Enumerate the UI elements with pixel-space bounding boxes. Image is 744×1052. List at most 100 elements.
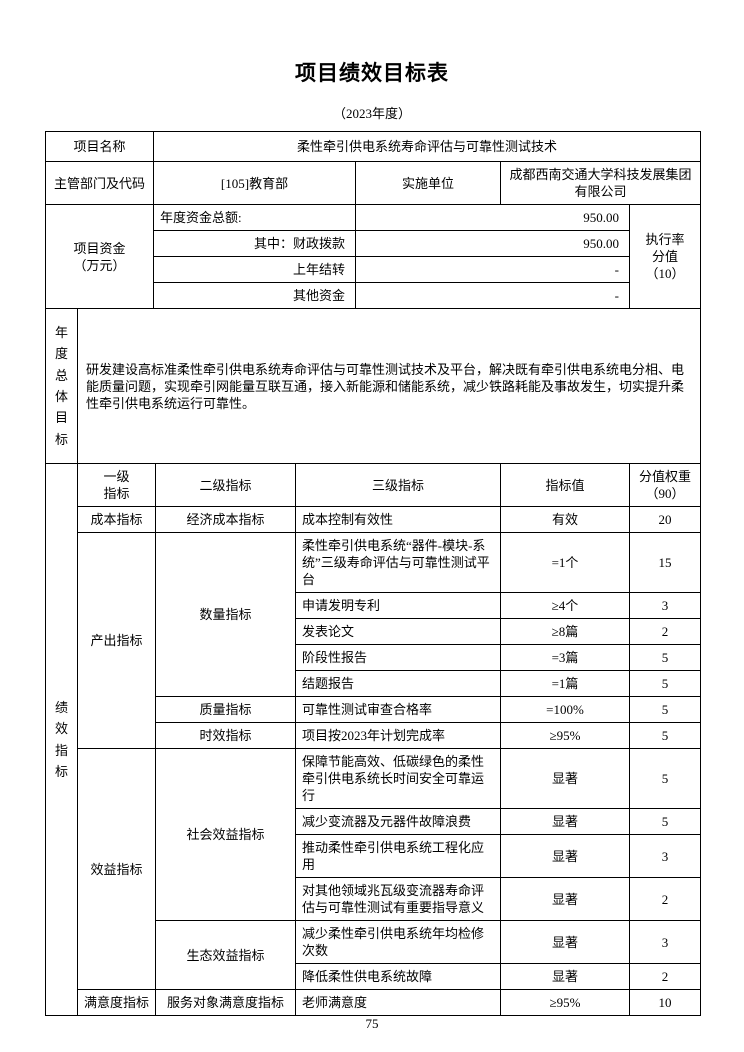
weight-cell: 2 — [629, 618, 701, 645]
funding-other-label: 其他资金 — [153, 282, 356, 309]
table-row: 生态效益指标 减少柔性牵引供电系统年均检修次数 显著 3 — [46, 920, 701, 990]
annual-goal-section-label: 年度总体目标 — [45, 308, 78, 464]
level2-quality: 质量指标 — [155, 696, 296, 723]
funding-carryover-label: 上年结转 — [153, 256, 356, 283]
table-row: 产出指标 数量指标 柔性牵引供电系统“器件-模块-系统”三级寿命评估与可靠性测试… — [46, 532, 701, 749]
page-number: 75 — [365, 1016, 379, 1031]
weight-cell: 2 — [629, 877, 701, 921]
header-level2: 二级指标 — [155, 463, 296, 507]
table-row: 申请发明专利 ≥4个 3 — [46, 592, 701, 619]
impl-unit-label: 实施单位 — [355, 161, 501, 205]
weight-cell: 3 — [629, 920, 701, 964]
indicators-table: 绩效指标 一级 指标 二级指标 三级指标 指标值 分值权重 （90） 成本指标 … — [45, 463, 701, 1016]
table-row: 满意度指标 服务对象满意度指标 老师满意度 ≥95% 10 — [46, 989, 701, 1016]
weight-cell: 2 — [629, 963, 701, 990]
level3-cell: 减少变流器及元器件故障浪费 — [295, 808, 501, 835]
level3-cell: 保障节能高效、低碳绿色的柔性牵引供电系统长时间安全可靠运行 — [295, 748, 501, 809]
header-weight: 分值权重 （90） — [629, 463, 701, 507]
value-cell: =1个 — [500, 532, 630, 593]
level3-cell: 柔性牵引供电系统“器件-模块-系统”三级寿命评估与可靠性测试平台 — [295, 532, 501, 593]
level3-cell: 结题报告 — [295, 670, 501, 697]
table-row: 减少变流器及元器件故障浪费 显著 5 — [46, 808, 701, 835]
indicators-section-label: 绩效指标 — [45, 463, 78, 1016]
level3-cell: 对其他领域兆瓦级变流器寿命评估与可靠性测试有重要指导意义 — [295, 877, 501, 921]
dept-code-label: 主管部门及代码 — [45, 161, 154, 205]
level1-satisfaction: 满意度指标 — [77, 989, 156, 1016]
project-info-table: 项目名称 柔性牵引供电系统寿命评估与可靠性测试技术 主管部门及代码 [105]教… — [45, 131, 702, 205]
page-title: 项目绩效目标表 — [295, 61, 449, 85]
header-level1: 一级 指标 — [77, 463, 156, 507]
value-cell: ≥4个 — [500, 592, 630, 619]
level3-cell: 申请发明专利 — [295, 592, 501, 619]
funding-other-value: - — [355, 282, 630, 309]
level3-cell: 老师满意度 — [295, 989, 501, 1016]
funding-total-value: 950.00 — [355, 204, 630, 231]
table-row: 时效指标 项目按2023年计划完成率 ≥95% 5 — [46, 722, 701, 749]
table-row: 效益指标 社会效益指标 保障节能高效、低碳绿色的柔性牵引供电系统长时间安全可靠运… — [46, 748, 701, 990]
table-row: 阶段性报告 =3篇 5 — [46, 644, 701, 671]
annual-goal-vertical-text: 年度总体目标 — [54, 324, 68, 447]
table-row: 结题报告 =1篇 5 — [46, 670, 701, 697]
level2-timeliness: 时效指标 — [155, 722, 296, 749]
level3-cell: 减少柔性牵引供电系统年均检修次数 — [295, 920, 501, 964]
funding-section-label: 项目资金 （万元） — [45, 204, 154, 309]
weight-cell: 5 — [629, 644, 701, 671]
annual-goal-table: 年度总体目标 研发建设高标准柔性牵引供电系统寿命评估与可靠性测试技术及平台，解决… — [45, 308, 701, 464]
value-cell: 显著 — [500, 834, 630, 878]
value-cell: =1篇 — [500, 670, 630, 697]
level3-cell: 阶段性报告 — [295, 644, 501, 671]
value-cell: ≥95% — [500, 989, 630, 1016]
level3-cell: 降低柔性供电系统故障 — [295, 963, 501, 990]
weight-cell: 5 — [629, 808, 701, 835]
indicators-vertical-text: 绩效指标 — [54, 699, 68, 779]
project-name-label: 项目名称 — [45, 131, 154, 162]
value-cell: =100% — [500, 696, 630, 723]
level1-output: 产出指标 — [77, 532, 156, 749]
level3-cell: 推动柔性牵引供电系统工程化应用 — [295, 834, 501, 878]
value-cell: 有效 — [500, 506, 630, 533]
weight-cell: 3 — [629, 592, 701, 619]
performance-target-form: 项目名称 柔性牵引供电系统寿命评估与可靠性测试技术 主管部门及代码 [105]教… — [45, 131, 702, 1016]
level3-cell: 项目按2023年计划完成率 — [295, 722, 501, 749]
table-row: 成本指标 经济成本指标 成本控制有效性 有效 20 — [46, 506, 701, 533]
header-level3: 三级指标 — [295, 463, 501, 507]
page-subtitle: （2023年度） — [332, 106, 411, 121]
weight-cell: 15 — [629, 532, 701, 593]
level1-benefit: 效益指标 — [77, 748, 156, 990]
level2-social-benefit: 社会效益指标 — [155, 748, 296, 921]
value-cell: 显著 — [500, 963, 630, 990]
value-cell: 显著 — [500, 877, 630, 921]
value-cell: ≥8篇 — [500, 618, 630, 645]
level2-eco-benefit: 生态效益指标 — [155, 920, 296, 990]
funding-total-label: 年度资金总额: — [153, 204, 356, 231]
project-funding-table: 项目资金 （万元） 年度资金总额: 950.00 执行率 分值 （10） 其中：… — [45, 204, 701, 309]
table-row: 降低柔性供电系统故障 显著 2 — [46, 963, 701, 990]
level2-economic-cost: 经济成本指标 — [155, 506, 296, 533]
impl-unit-value: 成都西南交通大学科技发展集团有限公司 — [499, 161, 702, 205]
annual-goal-text: 研发建设高标准柔性牵引供电系统寿命评估与可靠性测试技术及平台，解决既有牵引供电系… — [77, 308, 701, 464]
funding-fiscal-label: 其中：财政拨款 — [153, 230, 356, 257]
value-cell: 显著 — [500, 748, 630, 809]
level3-cell: 可靠性测试审查合格率 — [295, 696, 501, 723]
level2-quantity: 数量指标 — [155, 532, 296, 697]
weight-cell: 5 — [629, 748, 701, 809]
value-cell: 显著 — [500, 920, 630, 964]
table-row: 质量指标 可靠性测试审查合格率 =100% 5 — [46, 696, 701, 723]
level1-cost: 成本指标 — [77, 506, 156, 533]
value-cell: =3篇 — [500, 644, 630, 671]
value-cell: ≥95% — [500, 722, 630, 749]
value-cell: 显著 — [500, 808, 630, 835]
header-value: 指标值 — [500, 463, 630, 507]
weight-cell: 10 — [629, 989, 701, 1016]
project-name-value: 柔性牵引供电系统寿命评估与可靠性测试技术 — [152, 131, 702, 162]
weight-cell: 5 — [629, 722, 701, 749]
weight-cell: 3 — [629, 834, 701, 878]
weight-cell: 5 — [629, 696, 701, 723]
funding-fiscal-value: 950.00 — [355, 230, 630, 257]
table-row: 推动柔性牵引供电系统工程化应用 显著 3 — [46, 834, 701, 878]
level2-service-satisfaction: 服务对象满意度指标 — [155, 989, 296, 1016]
weight-cell: 5 — [629, 670, 701, 697]
dept-code-value: [105]教育部 — [153, 161, 356, 205]
level3-cell: 发表论文 — [295, 618, 501, 645]
